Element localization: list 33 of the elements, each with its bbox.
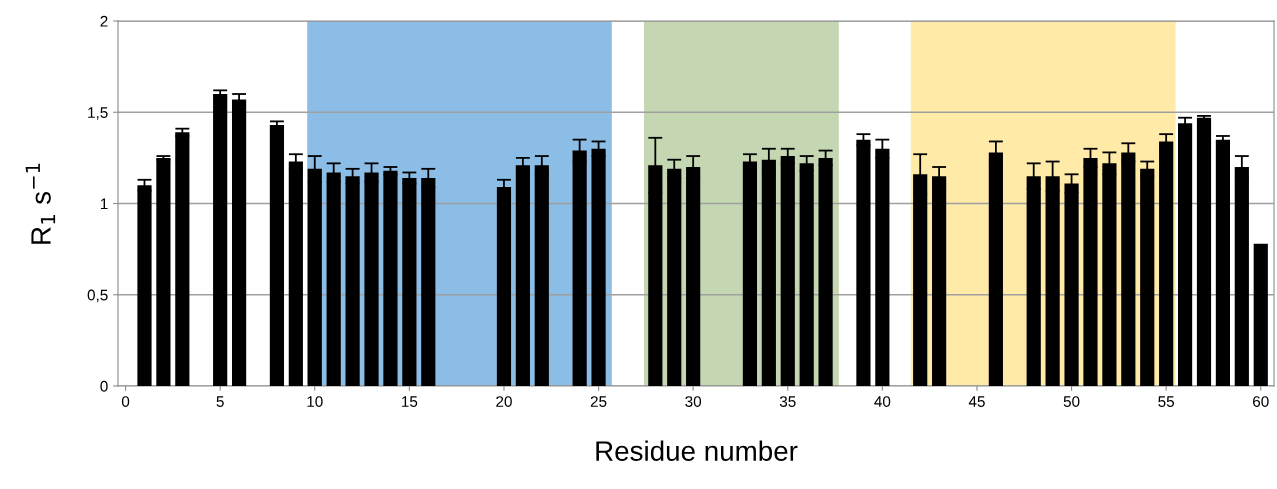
- x-tick-label: 45: [968, 396, 985, 407]
- bar: [1177, 123, 1193, 386]
- x-tick-label: 40: [874, 396, 891, 407]
- y-axis-title: R$_{1}$ s$^{−1}$: [25, 163, 56, 244]
- x-tick-label: 35: [779, 396, 796, 407]
- bar: [1253, 243, 1268, 386]
- y-tick-label: 1,5: [88, 107, 108, 120]
- x-tick-label: 15: [402, 396, 418, 407]
- y-tick-label: 1: [100, 198, 108, 210]
- bar: [1196, 117, 1212, 386]
- x-tick-label: 50: [1063, 396, 1080, 407]
- x-tick-label: 25: [590, 396, 607, 407]
- y-tick-label: 0,5: [87, 289, 108, 303]
- y-tick-label: 2: [100, 15, 108, 27]
- x-tick-label: 55: [1158, 396, 1175, 407]
- x-axis-title: Residue number: [596, 440, 798, 461]
- bar: [156, 157, 171, 386]
- x-tick-label: 20: [496, 396, 512, 407]
- bar: [402, 177, 417, 386]
- x-tick-label: 5: [216, 396, 224, 407]
- bar: [175, 132, 190, 386]
- bar: [383, 170, 398, 386]
- bar: [269, 125, 285, 386]
- bar: [856, 139, 871, 386]
- x-tick-label: 0: [121, 396, 130, 407]
- bar: [137, 185, 152, 386]
- bar: [213, 94, 228, 386]
- y-tick-label: 0: [100, 380, 108, 392]
- x-tick-label: 30: [685, 396, 702, 407]
- x-tick-label: 60: [1253, 396, 1269, 407]
- x-tick-label: 10: [307, 396, 323, 407]
- bar: [1215, 139, 1231, 386]
- bar: [231, 99, 247, 386]
